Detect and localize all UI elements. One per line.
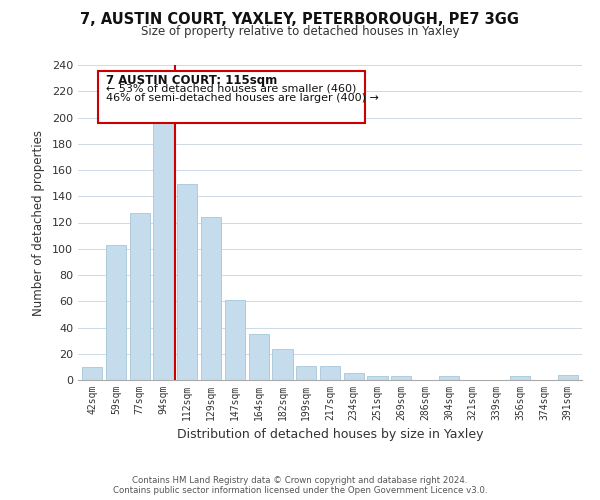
Bar xyxy=(201,217,221,380)
Text: 7, AUSTIN COURT, YAXLEY, PETERBOROUGH, PE7 3GG: 7, AUSTIN COURT, YAXLEY, PETERBOROUGH, P… xyxy=(80,12,520,28)
Text: 7 AUSTIN COURT: 115sqm: 7 AUSTIN COURT: 115sqm xyxy=(106,74,277,88)
Bar xyxy=(296,366,316,380)
Y-axis label: Number of detached properties: Number of detached properties xyxy=(32,130,45,316)
Bar xyxy=(130,214,150,380)
FancyBboxPatch shape xyxy=(98,72,365,124)
Text: Size of property relative to detached houses in Yaxley: Size of property relative to detached ho… xyxy=(141,25,459,38)
Bar xyxy=(510,376,530,380)
Bar xyxy=(106,245,126,380)
Bar xyxy=(344,374,364,380)
Text: Contains HM Land Registry data © Crown copyright and database right 2024.: Contains HM Land Registry data © Crown c… xyxy=(132,476,468,485)
Bar xyxy=(82,367,103,380)
Bar xyxy=(225,300,245,380)
X-axis label: Distribution of detached houses by size in Yaxley: Distribution of detached houses by size … xyxy=(177,428,483,442)
Bar xyxy=(439,376,459,380)
Bar xyxy=(367,376,388,380)
Text: 46% of semi-detached houses are larger (400) →: 46% of semi-detached houses are larger (… xyxy=(106,94,379,104)
Bar xyxy=(557,375,578,380)
Bar xyxy=(391,376,412,380)
Text: Contains public sector information licensed under the Open Government Licence v3: Contains public sector information licen… xyxy=(113,486,487,495)
Bar xyxy=(177,184,197,380)
Bar xyxy=(272,348,293,380)
Text: ← 53% of detached houses are smaller (460): ← 53% of detached houses are smaller (46… xyxy=(106,84,356,94)
Bar xyxy=(320,366,340,380)
Bar xyxy=(154,119,173,380)
Bar xyxy=(248,334,269,380)
